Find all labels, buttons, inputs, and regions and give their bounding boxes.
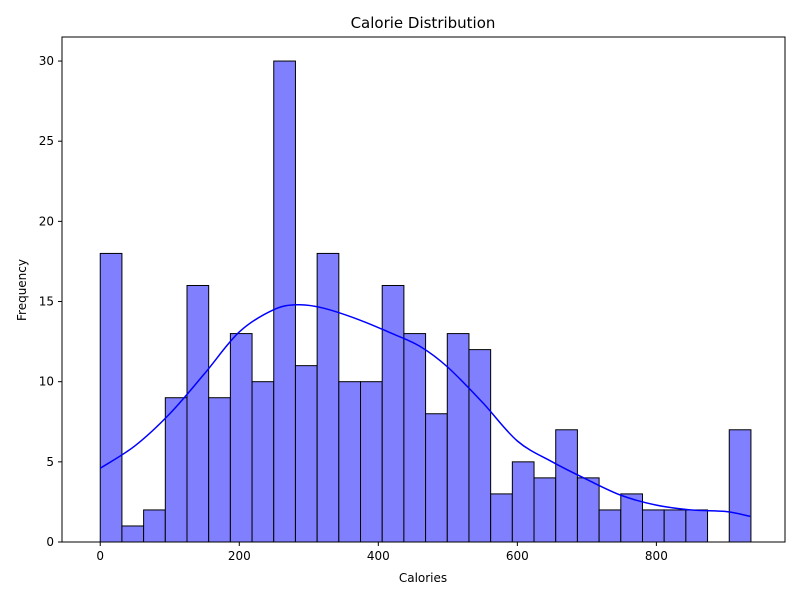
y-tick-label: 15 [39, 295, 54, 309]
y-tick-label: 20 [39, 214, 54, 228]
histogram-bar [229, 333, 253, 543]
histogram-bar [294, 365, 318, 543]
histogram-bar [685, 509, 709, 543]
histogram-bar [446, 333, 470, 543]
y-tick-label: 10 [39, 375, 54, 389]
histogram-bar [490, 493, 513, 543]
histogram-bar [99, 252, 123, 543]
histogram-bar [425, 413, 448, 543]
histogram-bar [728, 429, 752, 543]
histogram-bar [533, 477, 557, 543]
kde-line [99, 303, 751, 518]
histogram-bar [251, 381, 275, 543]
x-tick-label: 0 [96, 549, 104, 563]
histogram-bar [338, 381, 362, 543]
histogram-bar [186, 284, 210, 543]
x-tick-label: 800 [645, 549, 668, 563]
plot-frame [61, 36, 786, 543]
y-tick-label: 0 [46, 535, 54, 549]
histogram-bar [641, 509, 665, 543]
axes: 0 200 400 600 800 0 5 10 15 20 25 30 [39, 36, 786, 563]
histogram-bar [381, 284, 405, 543]
histogram-bar [164, 397, 188, 543]
histogram-bar [273, 60, 296, 543]
x-tick-label: 200 [228, 549, 251, 563]
histogram-bar [403, 333, 427, 543]
histogram-bar [598, 509, 622, 543]
y-tick-label: 25 [39, 134, 54, 148]
histogram-bar [316, 252, 340, 543]
x-tick-label: 400 [367, 549, 390, 563]
histogram-bar [468, 349, 492, 543]
histogram-bar [555, 429, 578, 543]
histogram-bar [121, 525, 145, 543]
chart-title: Calorie Distribution [351, 14, 496, 32]
y-tick-label: 30 [39, 54, 54, 68]
histogram-bar [208, 397, 231, 543]
y-tick-label: 5 [46, 455, 54, 469]
x-tick-label: 600 [506, 549, 529, 563]
y-axis-label: Frequency [15, 259, 29, 321]
histogram-bar [663, 509, 687, 543]
histogram-bar [511, 461, 535, 543]
histogram-bar [576, 477, 600, 543]
plot-area [99, 60, 752, 543]
x-axis-label: Calories [399, 571, 447, 585]
histogram-bar [143, 509, 166, 543]
histogram-bar [360, 381, 383, 543]
